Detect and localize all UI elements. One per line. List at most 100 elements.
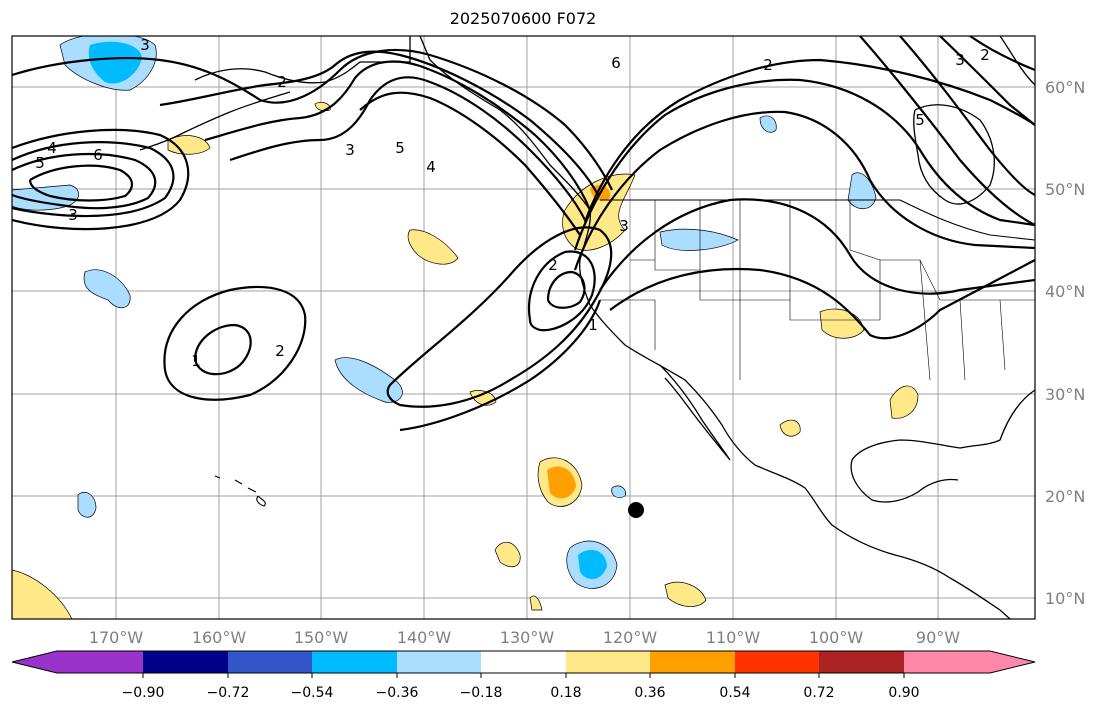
contour-cal-3 (546, 270, 586, 309)
colorbar-segment (143, 651, 228, 673)
contour-ne-1 (859, 36, 1035, 226)
colorbar-segment (566, 651, 650, 673)
contour-ridge-5 (609, 259, 1035, 340)
contour-label: 5 (35, 154, 45, 172)
contour-ne-4 (969, 36, 1035, 72)
colorbar-tick-label: 0.90 (888, 685, 919, 701)
shade-pos-5-core (547, 466, 576, 499)
contour-label: 3 (619, 217, 629, 235)
longitude-label: 90°W (916, 628, 960, 647)
shade-neg-2 (334, 357, 403, 403)
state-borders (600, 200, 1035, 381)
longitude-label: 150°W (294, 628, 349, 647)
contour-label: 1 (191, 352, 201, 370)
shade-pos-1 (12, 569, 73, 619)
contour-label: 2 (548, 256, 558, 274)
colorbar-segment (312, 651, 397, 673)
contour-label: 4 (426, 158, 436, 176)
shade-neg-3 (77, 491, 97, 518)
contour-west-2 (12, 141, 175, 218)
colorbar-segment (228, 651, 312, 673)
shade-pos-6 (819, 308, 865, 339)
contour-north-4 (229, 76, 586, 221)
longitude-label: 120°W (603, 628, 658, 647)
shade-neg-8-core (578, 549, 607, 580)
contour-mid-1 (163, 286, 307, 401)
colorbar-segment (650, 651, 735, 673)
islands (214, 475, 644, 518)
contour-west-3 (12, 152, 157, 210)
gulf-coast (850, 389, 1035, 503)
contour-label: 3 (140, 36, 150, 54)
longitude-label: 100°W (809, 628, 864, 647)
map-title: 2025070600 F072 (449, 9, 597, 28)
shade-neg-aleutian-core (88, 41, 142, 84)
shade-pos-12 (529, 595, 543, 611)
latitude-axis: 60°N 50°N 40°N 30°N 20°N 10°N (1045, 78, 1085, 608)
shade-pos-10 (494, 542, 521, 568)
contour-cal-1 (386, 226, 613, 408)
coastlines (139, 36, 1035, 619)
latitude-label: 40°N (1045, 282, 1085, 301)
colorbar-tick-label: 0.72 (803, 685, 834, 701)
longitude-label: 170°W (89, 628, 144, 647)
contour-label: 3 (955, 51, 965, 69)
colorbar-tick-label: 0.18 (550, 685, 581, 701)
us-canada-border (600, 199, 1035, 241)
contour-ridge-2 (573, 78, 1035, 251)
contour-label: 5 (395, 139, 405, 157)
contour-ridge-3 (573, 110, 1035, 271)
colorbar-tick-label: −0.54 (291, 685, 334, 701)
contour-label: 2 (277, 73, 287, 91)
colorbar: −0.90 −0.72 −0.54 −0.36 −0.18 0.18 0.36 0.54 0.7… (11, 650, 1036, 701)
colorbar-segment (819, 651, 904, 673)
contour-north-3 (204, 60, 592, 211)
colorbar-tick-label: 0.54 (719, 685, 750, 701)
colorbar-tick-label: −0.18 (460, 685, 503, 701)
colorbar-segment (481, 651, 566, 673)
shade-neg-6 (847, 172, 877, 210)
contour-label: 3 (68, 206, 78, 224)
contour-label: 6 (93, 146, 103, 164)
colorbar-segment (12, 651, 143, 673)
marker-dot (628, 502, 644, 518)
contour-west-1 (12, 128, 190, 231)
colorbar-tick-label: −0.36 (376, 685, 419, 701)
colorbar-segment (397, 651, 481, 673)
shade-neg-1 (83, 269, 131, 308)
baja-peninsula (659, 364, 731, 461)
contour-label: 4 (47, 139, 57, 157)
contour-label: 5 (915, 111, 925, 129)
latitude-label: 60°N (1045, 78, 1085, 97)
longitude-label: 140°W (397, 628, 452, 647)
contour-north-2 (159, 50, 599, 196)
hudson-bay (913, 104, 995, 205)
latitude-label: 50°N (1045, 180, 1085, 199)
shade-neg-west (12, 184, 80, 211)
shade-pos-11 (664, 581, 707, 607)
contour-label: 2 (275, 342, 285, 360)
longitude-label: 160°W (192, 628, 247, 647)
graticule (12, 36, 1035, 619)
latitude-label: 20°N (1045, 487, 1085, 506)
north-america-coast (419, 36, 1011, 619)
contour-label: 2 (763, 56, 773, 74)
colorbar-tick-label: −0.90 (122, 685, 165, 701)
height-contours (12, 36, 1035, 432)
colorbar-segment (735, 651, 819, 673)
shade-pos-8 (779, 419, 801, 437)
shade-pos-3 (407, 229, 459, 265)
contour-north-1 (12, 48, 613, 191)
colorbar-outline (11, 650, 1036, 674)
contour-mid-2 (193, 323, 252, 376)
hawaii (214, 475, 266, 507)
map-frame (11, 35, 1036, 620)
latitude-label: 10°N (1045, 589, 1085, 608)
contour-ridge-4 (599, 198, 1035, 295)
shade-pos-7 (889, 385, 919, 419)
aleutian-chain (139, 91, 291, 151)
anomaly-shading (12, 36, 919, 619)
contour-west-4 (28, 164, 133, 202)
